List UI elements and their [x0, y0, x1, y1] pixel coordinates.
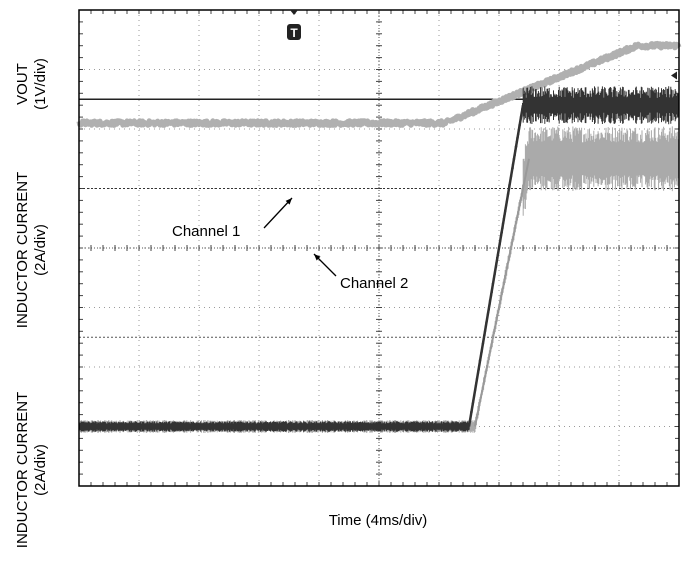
annotation-channel-1: Channel 1 [172, 223, 241, 240]
annotation-arrow-channel-1-head [285, 198, 292, 205]
trigger-marker-label: T [290, 26, 298, 40]
y-label-inductor-current-2: INDUCTOR CURRENT (2A/div) [14, 392, 50, 548]
plot-border [78, 9, 680, 487]
y-label-ind1-scale: (2A/div) [32, 224, 49, 276]
trigger-arrow-icon [290, 10, 298, 15]
annotation-channel-2: Channel 2 [340, 275, 409, 292]
y-label-inductor-current-1: INDUCTOR CURRENT (2A/div) [14, 172, 50, 328]
series-channel-2-edge [474, 158, 530, 427]
annotation-arrow-channel-2-head [314, 254, 321, 261]
annotation-arrow-channel-1 [263, 197, 293, 229]
y-label-ind2-scale: (2A/div) [32, 444, 49, 496]
channel-level-arrow-icon [671, 71, 677, 80]
y-label-vout-scale: (1V/div) [32, 58, 49, 110]
series-channel-1-edge [467, 104, 525, 427]
y-label-ind1-text: INDUCTOR CURRENT [14, 171, 31, 329]
series-vout [76, 40, 682, 128]
y-label-ind2-text: INDUCTOR CURRENT [14, 391, 31, 549]
y-label-vout-text: VOUT [14, 63, 31, 105]
trigger-marker-icon [287, 24, 301, 40]
y-label-vout: VOUT (1V/div) [14, 58, 50, 110]
x-axis-label: Time (4ms/div) [328, 512, 428, 529]
